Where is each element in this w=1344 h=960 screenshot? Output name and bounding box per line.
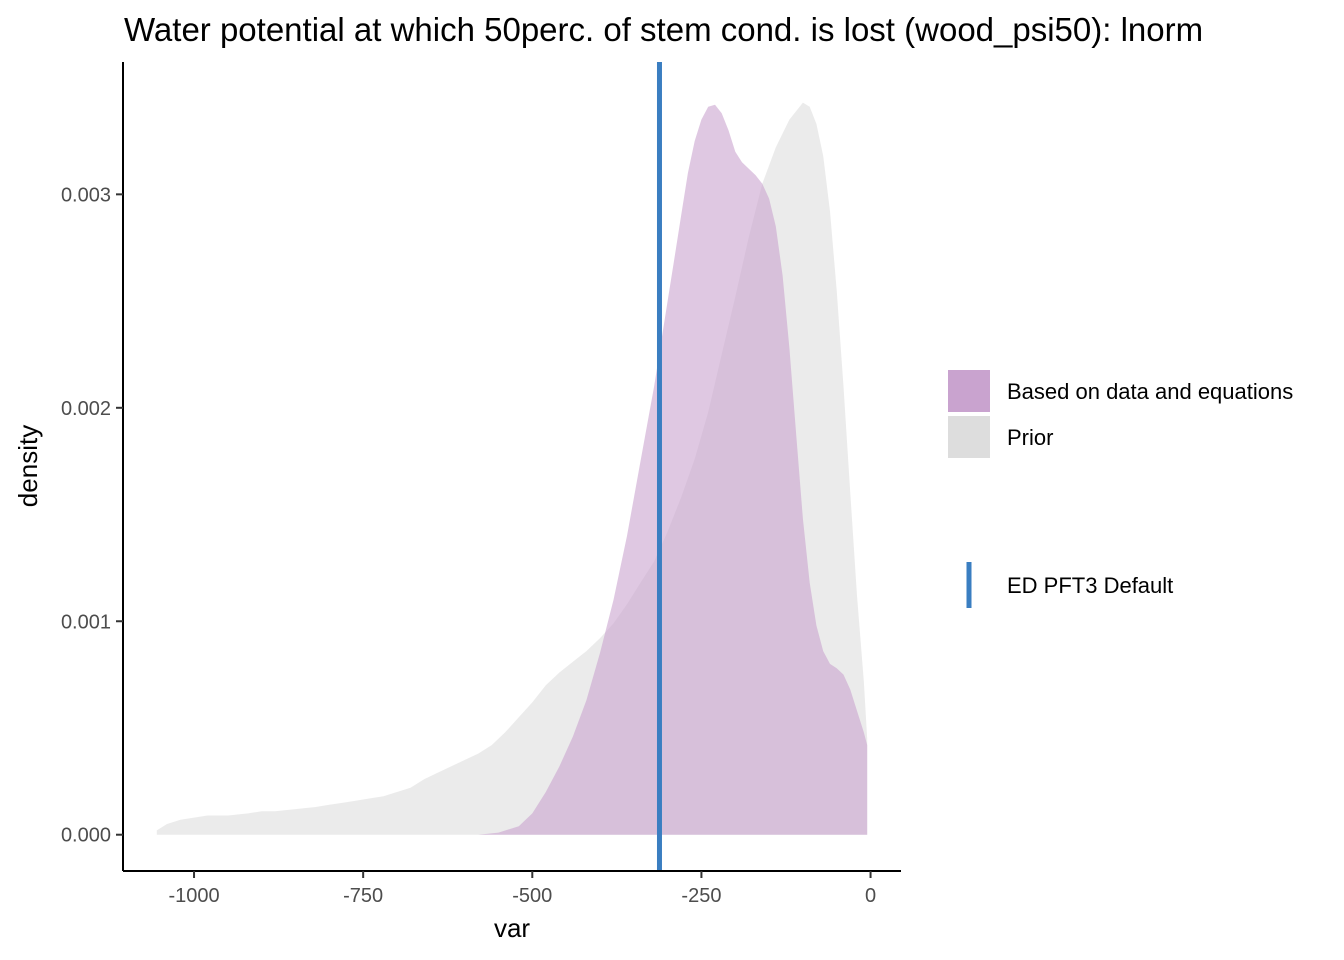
- y-tick-label: 0.002: [61, 398, 111, 420]
- x-axis-title: var: [494, 913, 530, 943]
- x-tick-label: -750: [343, 885, 383, 907]
- x-tick-label: 0: [865, 885, 876, 907]
- x-tick-label: -500: [512, 885, 552, 907]
- legend-key-prior: [948, 416, 990, 458]
- legend-label-prior: Prior: [1007, 425, 1053, 450]
- y-tick-label: 0.000: [61, 825, 111, 847]
- chart-title: Water potential at which 50perc. of stem…: [124, 11, 1203, 48]
- x-tick-label: -1000: [168, 885, 219, 907]
- plot-panel: -1000 -750 -500 -250 0 0.000 0.001 0.002 0.003: [61, 62, 901, 907]
- y-axis-ticks: 0.000 0.001 0.002 0.003: [61, 184, 123, 847]
- x-tick-label: -250: [681, 885, 721, 907]
- density-areas: [156, 102, 868, 835]
- density-area-data-and-equations: [478, 104, 868, 835]
- legend-label-data-and-equations: Based on data and equations: [1007, 379, 1293, 404]
- legend-label-reference-line: ED PFT3 Default: [1007, 573, 1173, 598]
- x-axis-ticks: -1000 -750 -500 -250 0: [168, 871, 876, 907]
- legend: Based on data and equations Prior ED PFT…: [948, 370, 1293, 608]
- y-axis-title: density: [13, 425, 43, 507]
- y-tick-label: 0.003: [61, 184, 111, 206]
- legend-key-data-and-equations: [948, 370, 990, 412]
- y-tick-label: 0.001: [61, 611, 111, 633]
